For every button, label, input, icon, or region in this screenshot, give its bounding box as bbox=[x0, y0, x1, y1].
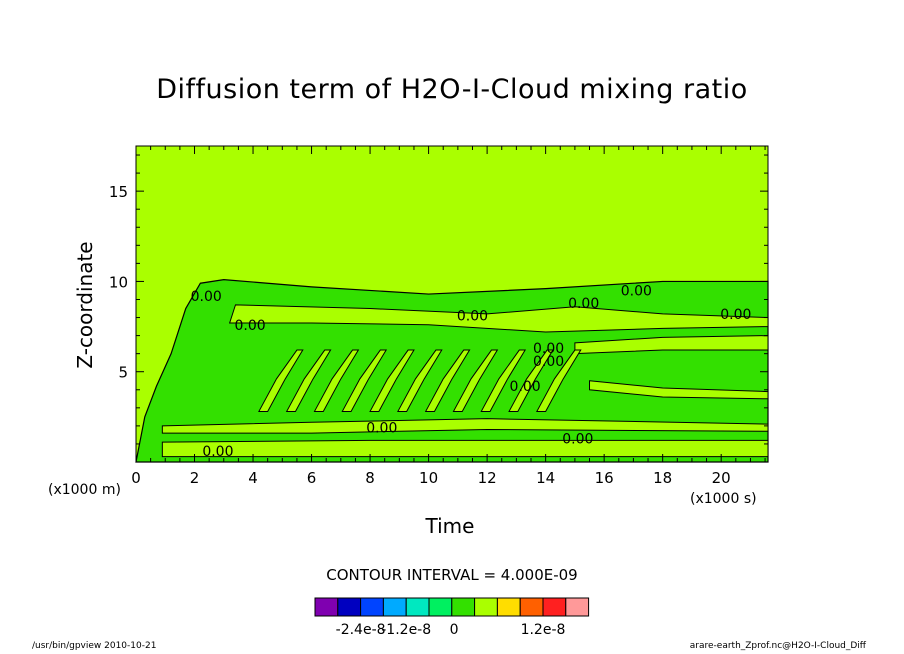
contour-streak-11 bbox=[536, 349, 582, 412]
contour-label: 0.00 bbox=[568, 296, 599, 312]
x-tick-label: 8 bbox=[365, 469, 375, 487]
colorbar-swatch bbox=[337, 597, 362, 617]
contour-streak-5 bbox=[369, 349, 415, 412]
contour-label: 0.00 bbox=[510, 379, 541, 395]
contour-label: 0.00 bbox=[562, 432, 593, 448]
plot-frame bbox=[135, 145, 769, 463]
colorbar-tick-label: 0 bbox=[450, 622, 459, 638]
contour-label: 0.00 bbox=[533, 341, 564, 357]
colorbar-swatch bbox=[519, 597, 544, 617]
colorbar-tick-label: -2.4e-8 bbox=[336, 622, 386, 638]
x-tick-label: 16 bbox=[595, 469, 614, 487]
contour-streak-4 bbox=[341, 349, 388, 412]
chart-title: Diffusion term of H2O-I-Cloud mixing rat… bbox=[156, 74, 748, 105]
x-tick-label: 4 bbox=[248, 469, 258, 487]
x-axis-unit: (x1000 s) bbox=[690, 491, 757, 507]
contour-streak-2 bbox=[285, 349, 332, 412]
contour-label: 0.00 bbox=[621, 283, 652, 299]
colorbar-swatch bbox=[428, 597, 453, 617]
colorbar-swatch bbox=[474, 597, 498, 617]
x-tick-label: 18 bbox=[653, 469, 672, 487]
contour-streak-3 bbox=[313, 349, 360, 412]
x-tick-label: 10 bbox=[419, 469, 438, 487]
x-axis-label: Time bbox=[425, 514, 475, 538]
colorbar-swatch bbox=[314, 597, 339, 617]
contour-streak-9 bbox=[480, 349, 527, 412]
y-tick-label: 15 bbox=[109, 183, 128, 201]
y-axis-label: Z-coordinate bbox=[73, 241, 97, 369]
contour-label: 0.00 bbox=[533, 354, 564, 370]
contour-streak-6 bbox=[397, 349, 443, 412]
colorbar-swatch bbox=[565, 597, 590, 617]
colorbar-swatch bbox=[382, 597, 407, 617]
y-tick-label: 5 bbox=[118, 364, 128, 382]
contour-streak-10 bbox=[508, 349, 554, 412]
contour-label: 0.00 bbox=[235, 318, 266, 334]
contour-interval-label: CONTOUR INTERVAL = 4.000E-09 bbox=[326, 566, 578, 584]
footer-right-text: arare-earth_Zprof.nc@H2O-I-Cloud_Diff bbox=[689, 641, 866, 651]
x-tick-label: 12 bbox=[478, 469, 497, 487]
colorbar-swatch bbox=[542, 597, 567, 617]
x-tick-label: 6 bbox=[307, 469, 317, 487]
contour-label: 0.00 bbox=[202, 444, 233, 460]
y-tick-label: 10 bbox=[109, 273, 128, 291]
x-tick-label: 14 bbox=[536, 469, 555, 487]
colorbar-swatch bbox=[496, 597, 521, 617]
footer-left-text: /usr/bin/gpview 2010-10-21 bbox=[32, 641, 157, 651]
colorbar-swatch bbox=[360, 597, 384, 617]
colorbar-tick-label: -1.2e-8 bbox=[381, 622, 431, 638]
contour-label: 0.00 bbox=[191, 289, 222, 305]
colorbar-swatch bbox=[405, 597, 430, 617]
x-tick-label: 2 bbox=[190, 469, 200, 487]
y-axis-unit: (x1000 m) bbox=[48, 482, 121, 498]
contour-label: 0.00 bbox=[366, 421, 397, 437]
x-tick-label: 20 bbox=[712, 469, 731, 487]
contour-label: 0.00 bbox=[720, 307, 751, 323]
colorbar-swatch bbox=[451, 597, 476, 617]
contour-streak-8 bbox=[452, 349, 499, 412]
x-tick-label: 0 bbox=[131, 469, 141, 487]
contour-streak-7 bbox=[424, 349, 471, 412]
contour-label: 0.00 bbox=[457, 309, 488, 325]
contour-streak-1 bbox=[258, 349, 304, 412]
colorbar-tick-label: 1.2e-8 bbox=[521, 622, 566, 638]
